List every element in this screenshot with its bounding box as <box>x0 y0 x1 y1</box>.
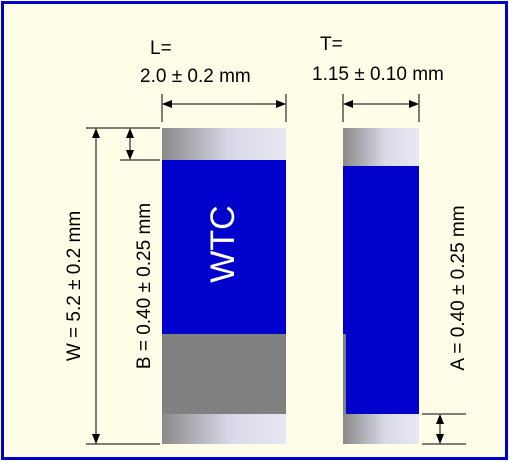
component-marking: WTC <box>204 205 242 282</box>
front-terminal-bottom <box>162 414 286 444</box>
dimension-lines <box>86 94 466 445</box>
side-terminal-bottom <box>343 414 419 444</box>
front-terminal-top <box>162 128 286 160</box>
front-body-gray-band <box>162 334 286 414</box>
width-label: W = 5.2 ± 0.2 mm <box>64 211 85 361</box>
side-terminal-top <box>343 128 419 166</box>
band-a-label: A = 0.40 ± 0.25 mm <box>448 205 469 370</box>
front-body-blue <box>162 160 286 334</box>
side-view-component <box>343 128 419 444</box>
length-label-line1: L= <box>150 38 172 59</box>
band-b-label: B = 0.40 ± 0.25 mm <box>134 203 155 369</box>
length-label-line2: 2.0 ± 0.2 mm <box>140 66 251 87</box>
front-view-component: WTC <box>162 128 286 444</box>
side-body-blue <box>343 166 419 414</box>
side-body-edge <box>343 334 346 414</box>
thickness-label-line1: T= <box>320 34 343 55</box>
thickness-label-line2: 1.15 ± 0.10 mm <box>312 64 444 85</box>
